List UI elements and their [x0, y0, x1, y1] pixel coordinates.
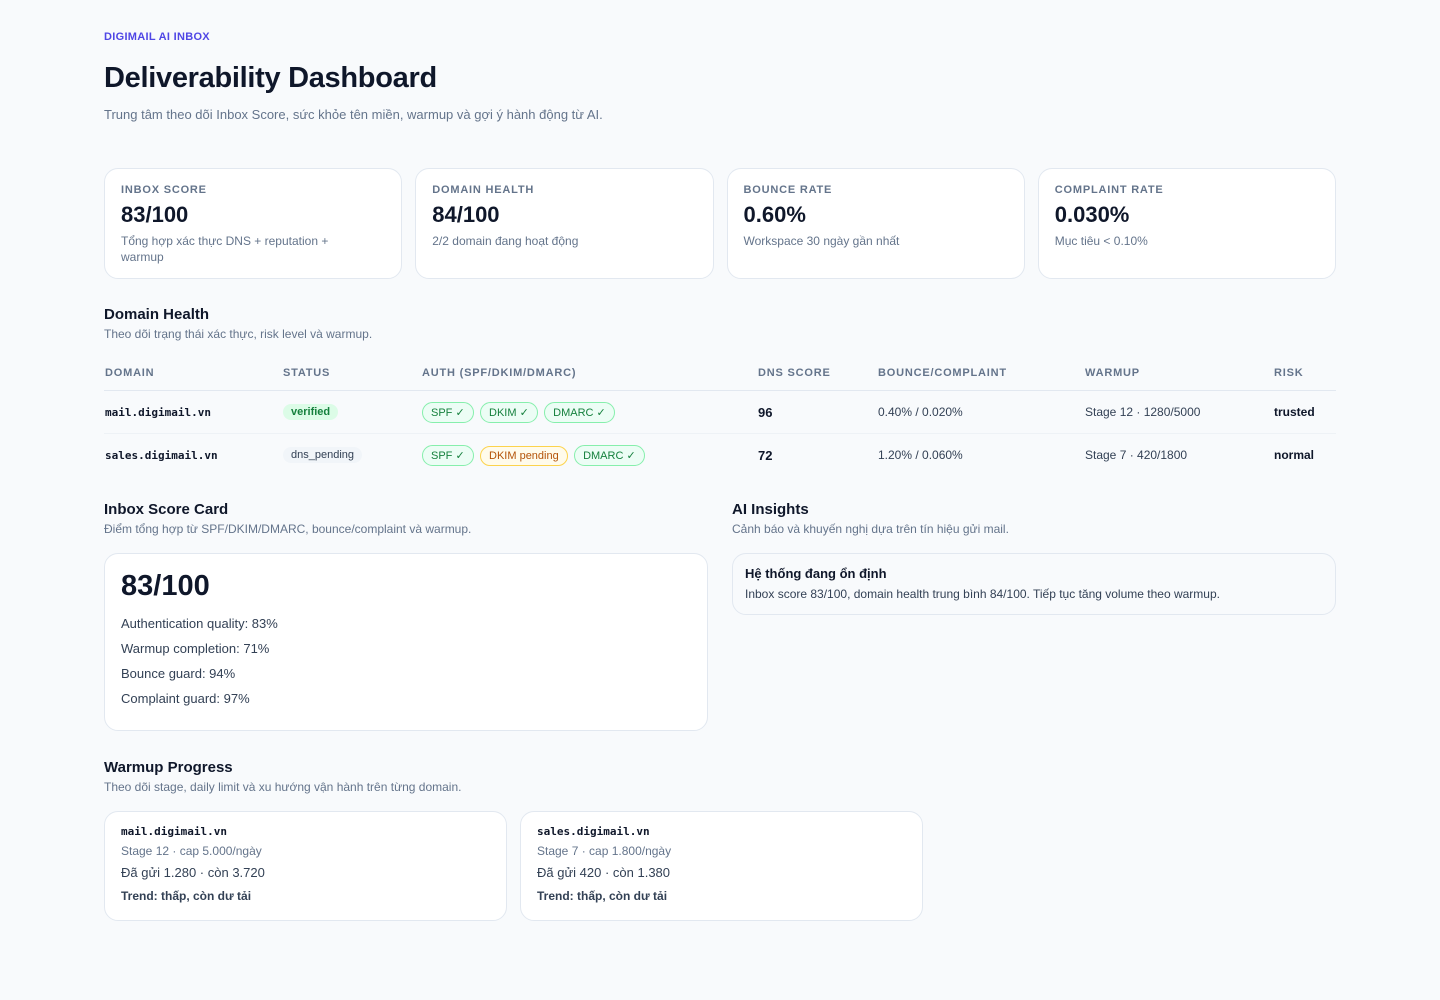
dmarc-badge: DMARC ✓: [544, 401, 615, 423]
status-badge: dns_pending: [283, 447, 363, 464]
column-header-status: STATUS: [282, 359, 421, 391]
section-title: Inbox Score Card: [104, 501, 229, 518]
column-header-domain: DOMAIN: [104, 359, 282, 391]
warmup-stage: Stage 12 · cap 5.000/ngày: [121, 844, 262, 858]
section-title: Warmup Progress: [104, 759, 233, 776]
section-title: AI Insights: [732, 501, 809, 518]
insight-text: Inbox score 83/100, domain health trung …: [745, 587, 1220, 601]
page-subtitle: Trung tâm theo dõi Inbox Score, sức khỏe…: [104, 107, 603, 122]
domain-health-table: DOMAIN STATUS AUTH (SPF/DKIM/DMARC) DNS …: [104, 359, 1336, 477]
page-title: Deliverability Dashboard: [104, 62, 437, 94]
cell-warmup: Stage 12 · 1280/5000: [1084, 390, 1273, 434]
kpi-card-bounce-rate: BOUNCE RATE 0.60% Workspace 30 ngày gần …: [726, 168, 1025, 279]
score-line-warmup: Warmup completion: 71%: [121, 641, 270, 656]
dns-score: 72: [758, 447, 773, 463]
cell-status: verified: [282, 390, 421, 434]
inbox-score-value: 83/100: [121, 570, 210, 602]
table-header-row: DOMAIN STATUS AUTH (SPF/DKIM/DMARC) DNS …: [104, 359, 1336, 391]
dns-score: 96: [758, 404, 773, 420]
spf-badge: SPF ✓: [422, 401, 474, 423]
domain-name: sales.digimail.vn: [105, 449, 218, 463]
cell-dns-score: 72: [757, 434, 877, 477]
warmup-card: sales.digimail.vn Stage 7 · cap 1.800/ng…: [520, 811, 923, 921]
kpi-card-domain-health: DOMAIN HEALTH 84/100 2/2 domain đang hoạ…: [415, 168, 714, 279]
dkim-badge: DKIM pending: [480, 445, 568, 466]
insight-title: Hệ thống đang ổn định: [745, 566, 887, 581]
kpi-label: BOUNCE RATE: [743, 184, 833, 196]
score-line-authentication: Authentication quality: 83%: [121, 616, 278, 631]
cell-auth: SPF ✓ DKIM pending DMARC ✓: [421, 434, 757, 477]
column-header-bounce-complaint: BOUNCE/COMPLAINT: [877, 359, 1084, 391]
cell-domain: mail.digimail.vn: [104, 390, 282, 434]
cell-bounce-complaint: 1.20% / 0.060%: [878, 448, 963, 463]
section-desc: Theo dõi trạng thái xác thực, risk level…: [104, 327, 373, 341]
kpi-desc: Mục tiêu < 0.10%: [1054, 234, 1148, 248]
section-desc: Theo dõi stage, daily limit và xu hướng …: [104, 780, 462, 794]
kpi-desc: 2/2 domain đang hoạt động: [432, 234, 579, 248]
ai-insight-card: Hệ thống đang ổn định Inbox score 83/100…: [732, 553, 1336, 615]
warmup-domain: sales.digimail.vn: [537, 825, 650, 838]
cell-bounce-complaint: 0.40% / 0.020%: [877, 390, 1084, 434]
risk-level: normal: [1274, 448, 1315, 463]
score-line-complaint: Complaint guard: 97%: [121, 691, 250, 706]
kpi-desc: Workspace 30 ngày gần nhất: [743, 234, 900, 248]
column-header-dns-score: DNS SCORE: [757, 359, 877, 391]
kpi-label: COMPLAINT RATE: [1054, 184, 1164, 196]
kpi-desc: Tổng hợp xác thực DNS + reputation + war…: [121, 234, 329, 264]
kpi-card-inbox-score: INBOX SCORE 83/100 Tổng hợp xác thực DNS…: [104, 168, 403, 279]
kpi-value: 84/100: [432, 202, 500, 227]
dmarc-badge: DMARC ✓: [574, 444, 645, 466]
column-header-warmup: WARMUP: [1084, 359, 1273, 391]
kpi-label: INBOX SCORE: [121, 184, 207, 196]
inbox-score-card: 83/100 Authentication quality: 83% Warmu…: [104, 553, 708, 731]
cell-risk: normal: [1273, 434, 1336, 477]
domain-health-section: Domain Health Theo dõi trạng thái xác th…: [104, 306, 1336, 477]
ai-insights-section: AI Insights Cảnh báo và khuyến nghị dựa …: [732, 501, 1336, 615]
section-desc: Điểm tổng hợp từ SPF/DKIM/DMARC, bounce/…: [104, 522, 472, 536]
table-row[interactable]: sales.digimail.vn dns_pending SPF ✓ DKIM…: [104, 434, 1336, 477]
kpi-value: 0.030%: [1054, 202, 1130, 227]
kpi-label: DOMAIN HEALTH: [432, 184, 535, 196]
warmup-card: mail.digimail.vn Stage 12 · cap 5.000/ng…: [104, 811, 507, 921]
warmup-trend: Trend: thấp, còn dư tải: [537, 889, 668, 903]
section-desc: Cảnh báo và khuyến nghị dựa trên tín hiệ…: [732, 522, 1009, 536]
inbox-score-card-section: Inbox Score Card Điểm tổng hợp từ SPF/DK…: [104, 501, 708, 731]
warmup-card-list: mail.digimail.vn Stage 12 · cap 5.000/ng…: [104, 811, 924, 921]
warmup-sent: Đã gửi 420 · còn 1.380: [537, 865, 671, 880]
score-line-bounce: Bounce guard: 94%: [121, 666, 236, 681]
status-badge: verified: [283, 404, 339, 420]
column-header-risk: RISK: [1273, 359, 1336, 391]
cell-auth: SPF ✓ DKIM ✓ DMARC ✓: [421, 390, 757, 434]
app-eyebrow: DIGIMAIL AI INBOX: [104, 31, 210, 43]
kpi-card-complaint-rate: COMPLAINT RATE 0.030% Mục tiêu < 0.10%: [1037, 168, 1336, 279]
section-title: Domain Health: [104, 306, 210, 323]
dkim-badge: DKIM ✓: [480, 401, 538, 423]
cell-status: dns_pending: [282, 434, 421, 477]
cell-warmup: Stage 7 · 420/1800: [1085, 448, 1188, 463]
cell-domain: sales.digimail.vn: [104, 434, 282, 477]
table-row[interactable]: mail.digimail.vn verified SPF ✓ DKIM ✓ D…: [104, 390, 1336, 434]
cell-risk: trusted: [1273, 390, 1336, 434]
warmup-domain: mail.digimail.vn: [121, 825, 227, 838]
domain-name: mail.digimail.vn: [105, 406, 211, 419]
kpi-row: INBOX SCORE 83/100 Tổng hợp xác thực DNS…: [104, 168, 1336, 279]
column-header-auth: AUTH (SPF/DKIM/DMARC): [421, 359, 757, 391]
cell-dns-score: 96: [757, 390, 877, 434]
warmup-progress-section: Warmup Progress Theo dõi stage, daily li…: [104, 759, 924, 921]
kpi-value: 83/100: [121, 202, 189, 227]
spf-badge: SPF ✓: [422, 444, 474, 466]
warmup-stage: Stage 7 · cap 1.800/ngày: [537, 844, 672, 858]
kpi-value: 0.60%: [743, 202, 806, 227]
warmup-sent: Đã gửi 1.280 · còn 3.720: [121, 865, 265, 880]
risk-level: trusted: [1274, 405, 1315, 419]
warmup-trend: Trend: thấp, còn dư tải: [121, 889, 252, 903]
